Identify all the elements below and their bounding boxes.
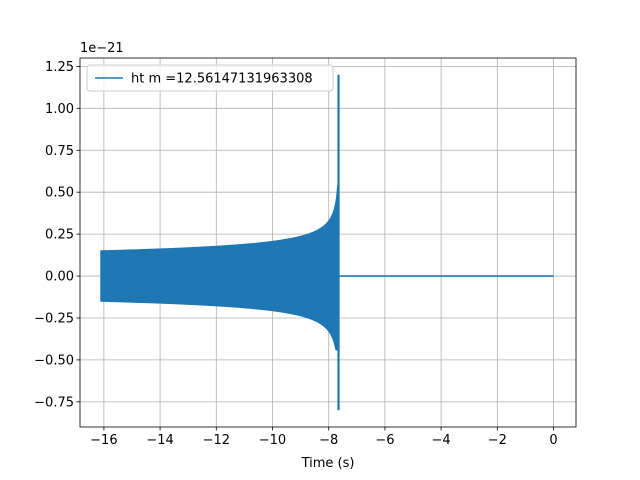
y-tick-label: 1.25 (45, 60, 74, 75)
y-tick-label: 0.75 (45, 144, 74, 159)
axes-frame (79, 57, 577, 428)
x-axis-ticks: −16 −14 −12 −10 −8 −6 −4 −2 0 (90, 427, 558, 448)
x-tick-label: −14 (146, 433, 173, 448)
y-tick-label: −0.50 (34, 353, 74, 368)
x-tick-label: −2 (488, 433, 507, 448)
x-tick-label: −4 (432, 433, 451, 448)
legend: ht m =12.56147131963308 (86, 64, 334, 92)
y-offset-text: 1e−21 (80, 41, 124, 56)
x-tick-label: −12 (203, 433, 230, 448)
y-tick-label: −0.75 (34, 395, 74, 410)
x-tick-label: 0 (549, 433, 557, 448)
legend-label: ht m =12.56147131963308 (131, 72, 313, 87)
y-tick-label: 1.00 (45, 102, 74, 117)
x-tick-label: −10 (259, 433, 286, 448)
y-tick-label: 0.50 (45, 186, 74, 201)
x-tick-label: −8 (319, 433, 338, 448)
x-tick-label: −16 (90, 433, 117, 448)
y-tick-label: 0.25 (45, 228, 74, 243)
plot-area (100, 74, 554, 411)
legend-box (86, 64, 334, 92)
y-axis-ticks: −0.75 −0.50 −0.25 0.00 0.25 0.50 0.75 1.00 1.25 (34, 60, 80, 410)
x-axis-label: Time (s) (301, 456, 355, 471)
x-tick-label: −6 (375, 433, 394, 448)
y-tick-label: 0.00 (45, 270, 74, 285)
y-tick-label: −0.25 (34, 311, 74, 326)
